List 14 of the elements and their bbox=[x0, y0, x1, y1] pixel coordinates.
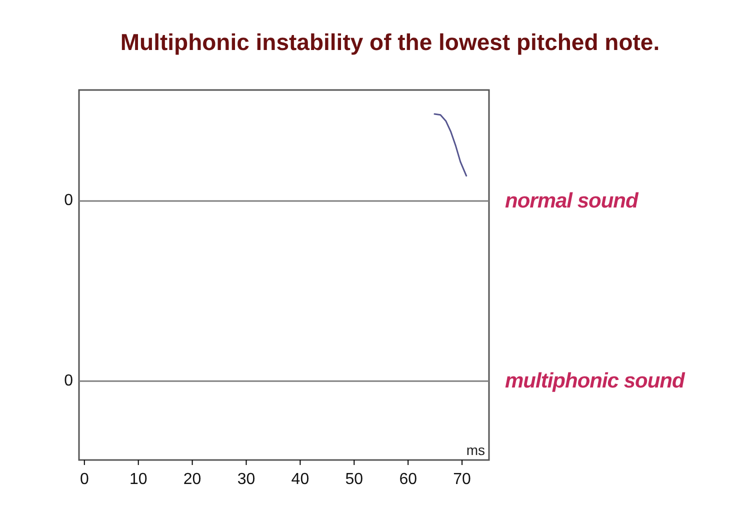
x-tick-label: 40 bbox=[291, 471, 310, 488]
ref-line-label: multiphonic sound bbox=[505, 370, 686, 393]
x-tick-label: 10 bbox=[129, 471, 148, 488]
text: 0 bbox=[64, 192, 74, 210]
x-tick-label: 30 bbox=[237, 471, 256, 488]
x-tick-label: 70 bbox=[453, 471, 472, 488]
x-tick-label: 60 bbox=[399, 471, 418, 488]
x-tick-label: 20 bbox=[183, 471, 202, 488]
x-tick-label: 0 bbox=[80, 471, 89, 488]
x-tick-label: 50 bbox=[345, 471, 364, 488]
chart-title: Multiphonic instability of the lowest pitched note. bbox=[120, 29, 660, 55]
x-axis-title: ms bbox=[466, 442, 485, 458]
text: 0 bbox=[64, 372, 74, 390]
ref-line-label: normal sound bbox=[505, 190, 640, 213]
